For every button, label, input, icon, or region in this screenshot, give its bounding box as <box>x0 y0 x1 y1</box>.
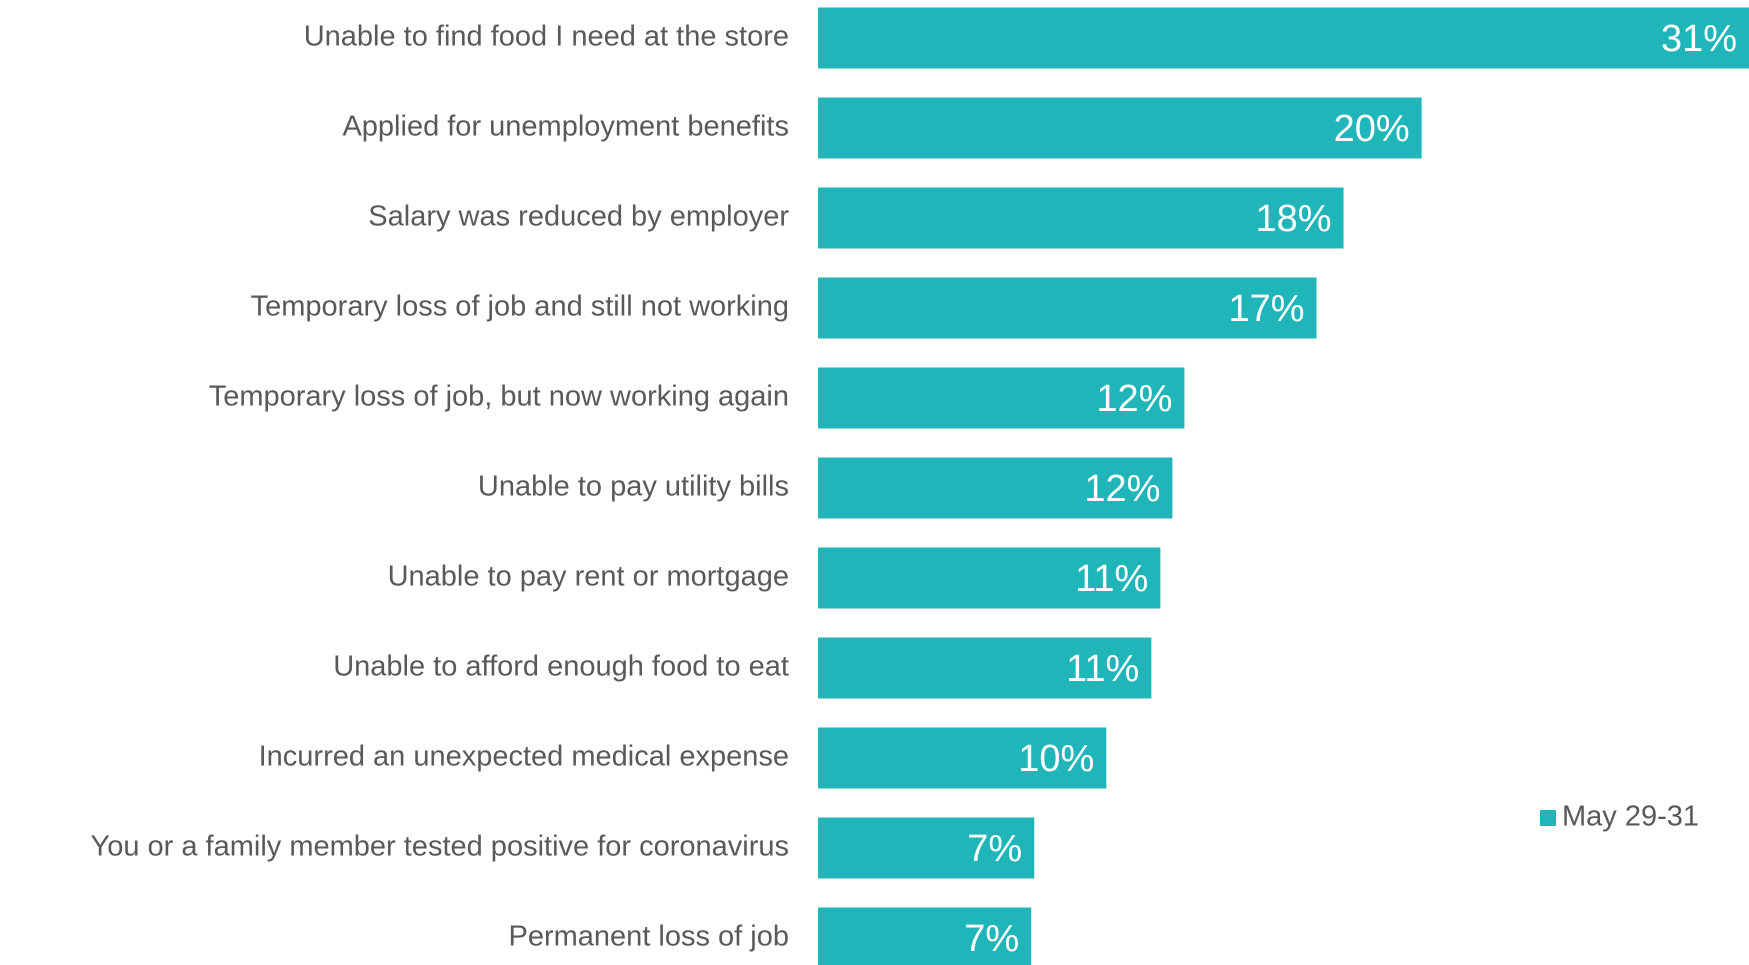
category-label: You or a family member tested positive f… <box>91 831 789 863</box>
bar <box>818 907 1032 965</box>
category-label: Temporary loss of job and still not work… <box>251 291 789 323</box>
value-label: 11% <box>1066 648 1139 690</box>
legend-swatch <box>1540 810 1556 826</box>
category-label: Permanent loss of job <box>509 921 789 953</box>
bar <box>818 637 1152 699</box>
category-label: Temporary loss of job, but now working a… <box>209 381 789 413</box>
category-label: Incurred an unexpected medical expense <box>259 741 789 773</box>
bar <box>818 7 1749 69</box>
bar <box>818 367 1185 429</box>
value-label: 11% <box>1075 558 1148 600</box>
bar <box>818 727 1107 789</box>
bar <box>818 277 1317 339</box>
value-label: 12% <box>1084 468 1160 510</box>
bar <box>818 187 1344 249</box>
category-label: Salary was reduced by employer <box>368 201 789 233</box>
value-label: 31% <box>1661 18 1737 60</box>
bar <box>818 457 1173 519</box>
value-label: 7% <box>967 828 1022 870</box>
category-label: Unable to pay rent or mortgage <box>388 561 789 593</box>
category-label: Unable to afford enough food to eat <box>333 651 789 683</box>
bar <box>818 817 1035 879</box>
value-label: 18% <box>1256 198 1332 240</box>
category-label: Applied for unemployment benefits <box>342 111 789 143</box>
category-label: Unable to pay utility bills <box>478 471 789 503</box>
value-label: 17% <box>1228 288 1304 330</box>
category-label: Unable to find food I need at the store <box>304 21 789 53</box>
bar <box>818 97 1422 159</box>
bar <box>818 547 1161 609</box>
value-label: 7% <box>964 918 1019 960</box>
legend-label: May 29-31 <box>1562 801 1699 833</box>
value-label: 12% <box>1096 378 1172 420</box>
value-label: 20% <box>1334 108 1410 150</box>
value-label: 10% <box>1018 738 1094 780</box>
